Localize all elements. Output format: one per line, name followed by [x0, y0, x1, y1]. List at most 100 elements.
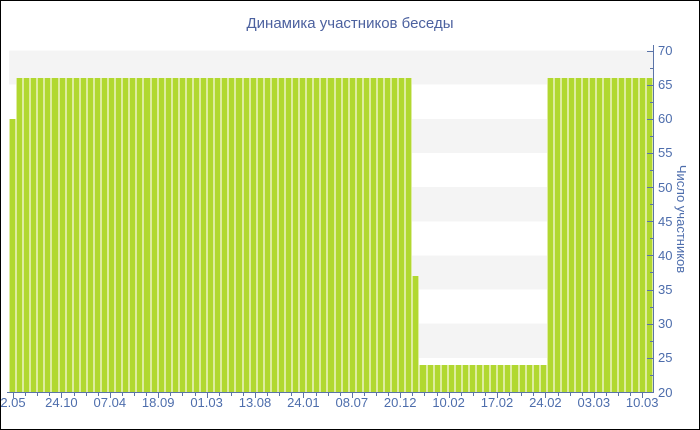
bar-fill — [646, 77, 652, 392]
x-major-tick — [545, 393, 547, 398]
x-minor-tick — [460, 393, 462, 396]
x-minor-tick — [230, 393, 232, 396]
bar — [292, 77, 300, 392]
y-axis-line — [653, 45, 654, 393]
bar-fill — [526, 364, 532, 392]
bar — [525, 364, 533, 392]
bar — [23, 77, 31, 392]
bar — [207, 77, 215, 392]
bar-fill — [186, 77, 192, 392]
bar — [122, 77, 130, 392]
x-minor-tick — [134, 393, 135, 396]
bar — [377, 77, 385, 392]
bar — [185, 77, 193, 392]
bar — [362, 77, 370, 392]
bar-fill — [137, 77, 143, 392]
bar-fill — [385, 77, 391, 392]
y-tick-label: 60 — [658, 111, 673, 127]
x-major-tick — [109, 393, 111, 398]
bar-fill — [413, 275, 419, 392]
x-minor-tick — [218, 393, 220, 396]
bar — [270, 77, 278, 392]
x-major-tick — [642, 393, 644, 398]
bar-fill — [399, 77, 405, 392]
bar — [369, 77, 377, 392]
bar-fill — [10, 118, 16, 392]
bar-fill — [590, 77, 596, 392]
bar — [178, 77, 186, 392]
x-minor-tick — [412, 393, 414, 396]
bar-fill — [38, 77, 44, 392]
bar — [532, 364, 540, 392]
bar — [518, 364, 526, 392]
x-minor-tick — [242, 393, 244, 396]
bar — [341, 77, 349, 392]
bar — [546, 77, 554, 392]
bar — [16, 77, 24, 392]
x-minor-tick — [521, 393, 523, 396]
bar — [30, 77, 38, 392]
bar — [9, 118, 17, 392]
bar-fill — [625, 77, 631, 392]
bar — [610, 77, 618, 392]
bar — [93, 77, 101, 392]
x-tick-label: 24.10 — [45, 395, 78, 410]
bar-fill — [328, 77, 334, 392]
bar-fill — [300, 77, 306, 392]
bar-fill — [24, 77, 30, 392]
bar-fill — [604, 77, 610, 392]
x-tick-label: 24.02 — [529, 395, 562, 410]
bar — [426, 364, 434, 392]
bars-container — [9, 49, 653, 392]
x-minor-tick — [581, 393, 583, 396]
x-tick-label: 10.03 — [625, 395, 659, 410]
bar-fill — [229, 77, 235, 392]
bar — [582, 77, 590, 392]
x-minor-tick — [37, 393, 39, 396]
bar — [200, 77, 208, 392]
bar-fill — [158, 77, 164, 392]
bar — [157, 77, 165, 392]
y-tick-label: 65 — [658, 77, 673, 93]
bar-fill — [73, 77, 79, 392]
bar — [164, 77, 172, 392]
bar-fill — [477, 364, 483, 392]
x-major-tick — [61, 393, 63, 398]
bar — [221, 77, 229, 392]
bar-fill — [455, 364, 461, 392]
bar-fill — [519, 364, 525, 392]
bar-fill — [222, 77, 228, 392]
bar-fill — [441, 364, 447, 392]
x-minor-tick — [146, 393, 148, 396]
x-minor-tick — [339, 393, 341, 396]
bar-fill — [80, 77, 86, 392]
bar-fill — [257, 77, 263, 392]
bar-fill — [498, 364, 504, 392]
bar — [596, 77, 604, 392]
bar-fill — [618, 77, 624, 392]
bar-fill — [569, 77, 575, 392]
x-minor-tick — [315, 393, 317, 396]
bar-fill — [94, 77, 100, 392]
bar-fill — [470, 364, 476, 392]
bar — [327, 77, 335, 392]
bar — [433, 364, 441, 392]
bar — [539, 364, 547, 392]
bar — [306, 77, 314, 392]
bar — [235, 77, 243, 392]
x-tick-label: 07.04 — [93, 395, 127, 410]
x-major-tick — [255, 393, 256, 398]
x-minor-tick — [424, 393, 426, 396]
bar — [263, 77, 271, 392]
bar-fill — [583, 77, 589, 392]
chart-title: Динамика участников беседы — [246, 15, 454, 32]
x-minor-tick — [472, 393, 474, 396]
y-tick-label: 50 — [658, 179, 673, 195]
x-minor-tick — [327, 393, 329, 396]
bar — [101, 77, 109, 392]
bar-fill — [102, 77, 108, 392]
x-minor-tick — [25, 393, 27, 396]
bar-fill — [109, 77, 115, 392]
bar — [419, 364, 427, 392]
